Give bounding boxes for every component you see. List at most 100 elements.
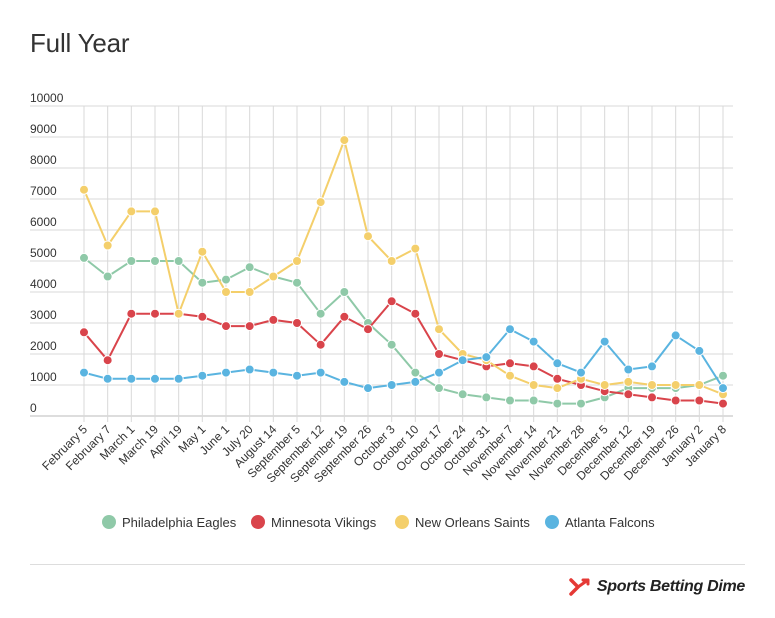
data-point [173, 373, 184, 384]
data-point [718, 370, 728, 381]
data-point [79, 327, 89, 338]
data-point [694, 395, 705, 406]
data-point [315, 308, 326, 319]
data-point [221, 367, 231, 378]
y-tick-label: 8000 [30, 153, 57, 167]
data-point [599, 380, 610, 390]
data-point [221, 274, 231, 285]
series-line [83, 139, 724, 396]
brand-name: Sports Betting Dime [596, 578, 745, 595]
series-line [83, 328, 724, 390]
data-point [505, 324, 515, 335]
data-point [79, 367, 89, 378]
legend-item: New Orleans Saints [395, 515, 530, 530]
data-point [244, 364, 255, 375]
data-point [670, 380, 681, 390]
series-atlanta-falcons [79, 324, 728, 394]
data-point [126, 308, 137, 319]
y-tick-label: 1000 [30, 370, 57, 384]
data-point [718, 398, 728, 409]
data-point [552, 358, 563, 369]
data-point [244, 321, 255, 332]
y-tick-label: 10000 [30, 91, 64, 105]
data-point [505, 370, 515, 381]
data-point [434, 367, 444, 378]
line-chart: 0 1000 2000 3000 4000 5000 6000 7000 8000 9000 100… [30, 91, 733, 530]
data-point [197, 370, 208, 381]
x-arrow-logo-icon [569, 578, 590, 596]
legend-swatch [545, 515, 559, 529]
data-point [268, 367, 279, 378]
data-point [670, 330, 681, 341]
data-point [150, 256, 160, 266]
data-point [102, 240, 113, 251]
data-point [647, 392, 657, 403]
data-point [434, 383, 444, 394]
data-point [79, 184, 89, 195]
data-point [386, 256, 397, 266]
data-point [528, 361, 539, 372]
data-point [434, 324, 444, 335]
y-tick-label: 2000 [30, 339, 57, 353]
data-point [150, 373, 160, 384]
data-point [268, 314, 279, 325]
brand: Sports Betting Dime [569, 578, 745, 596]
legend-label: Minnesota Vikings [271, 515, 377, 530]
data-point [150, 206, 160, 217]
series-new-orleans-saints [79, 135, 728, 400]
data-point [126, 256, 137, 266]
legend-item: Philadelphia Eagles [102, 515, 237, 530]
y-tick-label: 3000 [30, 308, 57, 322]
legend-label: New Orleans Saints [415, 515, 530, 530]
data-point [576, 398, 586, 409]
data-point [528, 395, 539, 406]
data-point [481, 352, 492, 363]
data-point [528, 336, 539, 347]
chart-title: Full Year [30, 28, 130, 58]
grid [30, 105, 733, 422]
data-point [197, 246, 208, 257]
data-point [481, 392, 492, 403]
legend-item: Minnesota Vikings [251, 515, 377, 530]
data-point [623, 376, 634, 387]
y-tick-label: 9000 [30, 122, 57, 136]
y-tick-label: 4000 [30, 277, 57, 291]
data-point [102, 271, 113, 282]
data-point [244, 287, 255, 297]
series-line [83, 300, 724, 405]
data-point [694, 345, 705, 356]
data-point [552, 383, 563, 394]
data-point [434, 349, 444, 359]
data-point [694, 380, 705, 390]
data-point [647, 380, 657, 390]
data-point [386, 339, 397, 350]
data-point [457, 389, 468, 400]
data-point [126, 373, 137, 384]
y-tick-label: 0 [30, 401, 37, 415]
data-point [363, 383, 373, 394]
data-point [79, 252, 89, 263]
data-point [623, 389, 634, 400]
data-point [339, 135, 350, 146]
data-point [150, 308, 160, 319]
data-point [126, 206, 137, 217]
data-point [339, 311, 350, 322]
data-point [173, 308, 184, 319]
footer-divider [30, 564, 745, 565]
data-point [386, 380, 397, 390]
data-point [410, 376, 421, 387]
data-point [244, 262, 255, 273]
data-point [552, 373, 563, 384]
data-point [339, 287, 350, 297]
data-point [718, 383, 728, 394]
data-point [457, 355, 468, 366]
y-tick-label: 6000 [30, 215, 57, 229]
data-point [292, 256, 302, 266]
data-point [292, 370, 302, 381]
data-point [576, 367, 586, 378]
legend: Philadelphia Eagles Minnesota Vikings New … [102, 515, 655, 530]
legend-item: Atlanta Falcons [545, 515, 655, 530]
data-point [552, 398, 563, 409]
y-tick-label: 5000 [30, 246, 57, 260]
data-point [102, 355, 113, 366]
